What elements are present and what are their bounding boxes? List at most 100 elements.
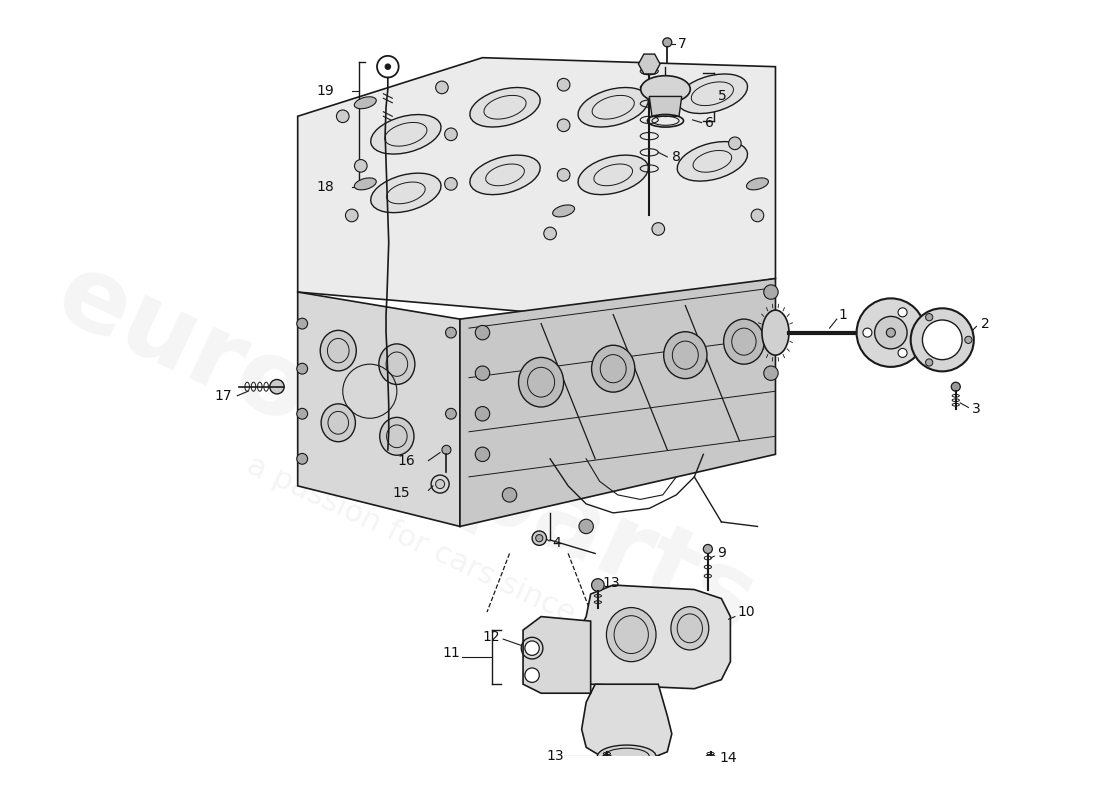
Circle shape bbox=[751, 209, 763, 222]
Ellipse shape bbox=[606, 607, 656, 662]
Ellipse shape bbox=[379, 418, 414, 455]
Ellipse shape bbox=[321, 404, 355, 442]
Text: 4: 4 bbox=[552, 536, 561, 550]
Text: 15: 15 bbox=[393, 486, 410, 500]
Circle shape bbox=[446, 327, 456, 338]
Ellipse shape bbox=[378, 344, 415, 385]
Circle shape bbox=[898, 349, 907, 358]
Circle shape bbox=[297, 318, 308, 329]
Circle shape bbox=[898, 308, 907, 317]
Circle shape bbox=[862, 328, 872, 337]
Circle shape bbox=[436, 81, 448, 94]
Circle shape bbox=[475, 366, 490, 381]
Circle shape bbox=[728, 137, 741, 150]
Text: eurocarparts: eurocarparts bbox=[41, 244, 771, 656]
Ellipse shape bbox=[470, 87, 540, 127]
Circle shape bbox=[704, 754, 717, 767]
Circle shape bbox=[297, 363, 308, 374]
Ellipse shape bbox=[678, 142, 748, 181]
Ellipse shape bbox=[552, 205, 574, 217]
Circle shape bbox=[444, 178, 458, 190]
Polygon shape bbox=[649, 97, 682, 116]
Text: a passion for cars since 1985: a passion for cars since 1985 bbox=[242, 450, 659, 666]
Circle shape bbox=[857, 298, 925, 367]
Circle shape bbox=[525, 641, 539, 655]
Circle shape bbox=[558, 119, 570, 131]
Ellipse shape bbox=[518, 358, 563, 407]
Text: 2: 2 bbox=[981, 317, 990, 330]
Polygon shape bbox=[582, 684, 672, 761]
Circle shape bbox=[579, 519, 593, 534]
Text: 8: 8 bbox=[672, 150, 681, 164]
Circle shape bbox=[345, 209, 359, 222]
Text: 18: 18 bbox=[316, 179, 333, 194]
Ellipse shape bbox=[470, 155, 540, 194]
Text: 12: 12 bbox=[483, 630, 500, 644]
Ellipse shape bbox=[579, 87, 648, 127]
Circle shape bbox=[475, 326, 490, 340]
Circle shape bbox=[558, 78, 570, 91]
Circle shape bbox=[532, 531, 547, 546]
Text: 17: 17 bbox=[214, 389, 232, 402]
Circle shape bbox=[297, 454, 308, 464]
Circle shape bbox=[925, 314, 933, 321]
Ellipse shape bbox=[678, 74, 748, 114]
Polygon shape bbox=[582, 585, 730, 689]
Ellipse shape bbox=[354, 178, 376, 190]
Ellipse shape bbox=[354, 97, 376, 109]
Circle shape bbox=[592, 578, 604, 591]
Ellipse shape bbox=[663, 332, 707, 378]
Polygon shape bbox=[298, 292, 460, 526]
Circle shape bbox=[652, 222, 664, 235]
Ellipse shape bbox=[320, 330, 356, 371]
Text: 14: 14 bbox=[719, 751, 737, 765]
Ellipse shape bbox=[671, 606, 708, 650]
Text: 16: 16 bbox=[397, 454, 415, 468]
Circle shape bbox=[952, 382, 960, 391]
Circle shape bbox=[475, 406, 490, 421]
Text: 19: 19 bbox=[316, 84, 333, 98]
Circle shape bbox=[525, 668, 539, 682]
Circle shape bbox=[763, 326, 778, 340]
Text: 5: 5 bbox=[718, 90, 726, 103]
Ellipse shape bbox=[724, 319, 764, 364]
Ellipse shape bbox=[371, 114, 441, 154]
Text: 11: 11 bbox=[442, 646, 460, 660]
Circle shape bbox=[442, 446, 451, 454]
Ellipse shape bbox=[747, 178, 769, 190]
Polygon shape bbox=[460, 278, 776, 526]
Ellipse shape bbox=[592, 346, 635, 392]
Circle shape bbox=[703, 545, 713, 554]
Circle shape bbox=[763, 285, 778, 299]
Ellipse shape bbox=[579, 155, 648, 194]
Circle shape bbox=[874, 317, 907, 349]
Circle shape bbox=[543, 227, 557, 240]
Polygon shape bbox=[298, 58, 776, 314]
Circle shape bbox=[670, 78, 683, 91]
Ellipse shape bbox=[640, 76, 691, 102]
Circle shape bbox=[270, 379, 284, 394]
Circle shape bbox=[965, 336, 972, 343]
Circle shape bbox=[911, 308, 974, 371]
Circle shape bbox=[297, 408, 308, 419]
Text: 13: 13 bbox=[603, 576, 620, 590]
Circle shape bbox=[337, 110, 349, 122]
Ellipse shape bbox=[597, 745, 656, 767]
Circle shape bbox=[887, 328, 895, 337]
Ellipse shape bbox=[762, 310, 789, 355]
Circle shape bbox=[475, 447, 490, 462]
Circle shape bbox=[925, 359, 933, 366]
Text: 13: 13 bbox=[546, 750, 563, 763]
Text: 3: 3 bbox=[972, 402, 981, 416]
Ellipse shape bbox=[371, 173, 441, 213]
Circle shape bbox=[503, 488, 517, 502]
Text: 7: 7 bbox=[678, 37, 686, 51]
Text: 10: 10 bbox=[738, 605, 756, 619]
Circle shape bbox=[354, 159, 367, 172]
Text: 9: 9 bbox=[717, 546, 726, 561]
Text: 1: 1 bbox=[838, 307, 847, 322]
Circle shape bbox=[558, 169, 570, 181]
Circle shape bbox=[436, 479, 444, 489]
Circle shape bbox=[601, 754, 613, 767]
Circle shape bbox=[385, 64, 390, 70]
